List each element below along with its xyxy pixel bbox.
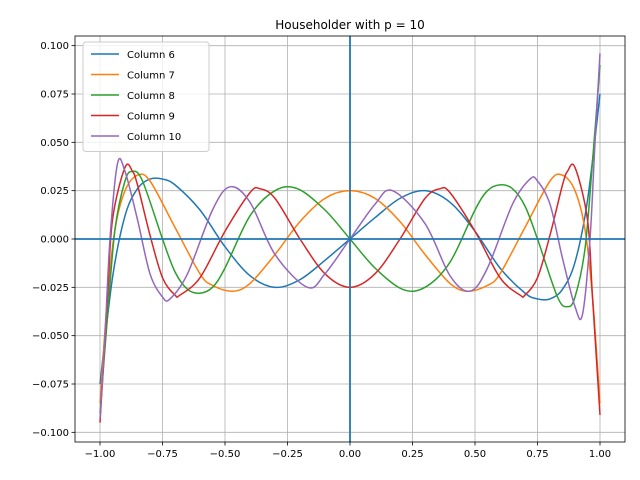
- y-tick-label: 0.050: [40, 138, 69, 149]
- legend-label: Column 7: [127, 71, 175, 82]
- legend: Column 6 Column 7 Column 8 Column 9 Column 1…: [82, 41, 210, 152]
- x-tick-label: −0.75: [147, 449, 178, 460]
- axis-ticks: −1.00 −0.75 −0.50 −0.25 0.00 0.25 0.50 0.75 1.00…: [32, 41, 611, 460]
- legend-label: Column 10: [127, 132, 181, 143]
- x-tick-label: −1.00: [85, 449, 116, 460]
- reference-lines: [75, 36, 625, 442]
- x-tick-label: −0.25: [272, 449, 303, 460]
- y-tick-label: −0.050: [32, 331, 69, 342]
- x-tick-label: 0.75: [526, 449, 548, 460]
- y-tick-label: −0.025: [32, 283, 69, 294]
- x-tick-label: 0.25: [401, 449, 423, 460]
- y-tick-label: 0.000: [40, 235, 69, 246]
- y-tick-label: 0.025: [40, 186, 69, 197]
- legend-label: Column 6: [127, 50, 175, 61]
- y-tick-label: −0.100: [32, 428, 69, 439]
- legend-box: [82, 41, 210, 152]
- y-tick-label: 0.100: [40, 41, 69, 52]
- legend-label: Column 9: [127, 112, 175, 123]
- y-tick-label: −0.075: [32, 380, 69, 391]
- legend-label: Column 8: [127, 91, 175, 102]
- x-tick-label: 0.50: [464, 449, 486, 460]
- x-tick-label: 0.00: [339, 449, 361, 460]
- chart-title: Householder with p = 10: [275, 18, 424, 32]
- x-tick-label: −0.50: [210, 449, 241, 460]
- x-tick-label: 1.00: [589, 449, 611, 460]
- y-tick-label: 0.075: [40, 90, 69, 101]
